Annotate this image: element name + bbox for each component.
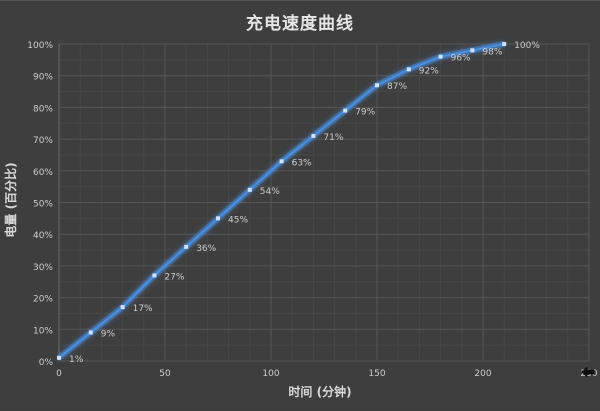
data-point-marker <box>279 159 284 164</box>
data-label: 1% <box>69 355 84 365</box>
y-tick-label: 60% <box>33 168 53 178</box>
x-tick-label: 200 <box>474 369 491 379</box>
major-gridlines <box>58 43 590 362</box>
data-point-marker <box>120 305 125 310</box>
data-label: 100% <box>514 41 540 51</box>
x-axis-ticks: 050100150200250 <box>56 369 598 379</box>
data-label: 92% <box>419 66 439 76</box>
data-point-marker <box>57 355 61 360</box>
data-point-marker <box>152 273 157 278</box>
data-label: 98% <box>482 47 502 57</box>
data-point-marker <box>247 187 252 192</box>
data-label: 17% <box>133 304 153 314</box>
data-label: 36% <box>196 244 216 254</box>
data-label: 96% <box>451 54 471 64</box>
data-labels: 1% 9% 17% 27% 36% 45% 54% 63% 71% 79% 87% 92% 96% 98%… <box>69 41 540 365</box>
data-point-marker <box>438 54 443 59</box>
data-point-marker <box>375 83 379 88</box>
y-tick-label: 100% <box>27 41 53 51</box>
data-label: 45% <box>228 215 248 225</box>
data-point-marker <box>88 330 93 335</box>
data-label: 87% <box>387 82 407 92</box>
data-label: 71% <box>323 133 343 143</box>
y-axis-ticks: 0% 10% 20% 30% 40% 50% 60% 70% 80% 90% 100% <box>27 41 53 368</box>
y-tick-label: 50% <box>33 200 53 210</box>
data-point-marker <box>216 216 220 221</box>
data-label: 9% <box>101 329 116 339</box>
y-tick-label: 90% <box>33 73 53 83</box>
charge-series <box>57 41 507 361</box>
data-point-marker <box>343 108 348 113</box>
data-label: 79% <box>355 108 375 118</box>
data-label: 54% <box>260 187 280 197</box>
x-tick-label: 50 <box>159 369 171 379</box>
mouse-cursor-icon <box>581 366 595 378</box>
data-label: 27% <box>164 272 184 282</box>
data-label: 63% <box>292 158 312 168</box>
y-tick-label: 30% <box>33 263 53 273</box>
x-tick-label: 0 <box>56 369 62 379</box>
data-point-marker <box>470 48 475 53</box>
data-point-marker <box>406 67 411 72</box>
y-tick-label: 10% <box>33 326 53 336</box>
y-axis-title: 电量 (百分比) <box>4 162 18 238</box>
data-point-marker <box>184 244 189 249</box>
chart-title: 充电速度曲线 <box>246 14 354 34</box>
x-tick-label: 150 <box>368 369 385 379</box>
y-tick-label: 40% <box>33 231 53 241</box>
y-tick-label: 70% <box>33 136 53 146</box>
y-tick-label: 0% <box>39 358 54 368</box>
y-tick-label: 80% <box>33 104 53 114</box>
y-tick-label: 20% <box>33 295 53 305</box>
data-point-marker <box>311 133 316 138</box>
data-point-marker <box>502 42 507 46</box>
x-axis-title: 时间 (分钟) <box>288 385 352 399</box>
x-tick-label: 100 <box>262 369 279 379</box>
